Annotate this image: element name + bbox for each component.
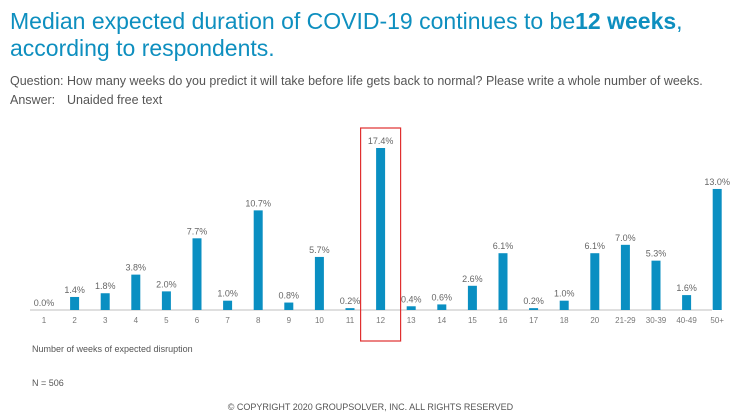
bar-3	[100, 293, 110, 310]
bar-5	[161, 291, 171, 310]
data-label-21-29: 7.0%	[615, 233, 636, 243]
question-text: How many weeks do you predict it will ta…	[67, 74, 703, 88]
data-label-3: 1.8%	[95, 281, 116, 291]
tick-label-9: 9	[287, 316, 292, 325]
tick-label-18: 18	[560, 316, 569, 325]
sample-size: N = 506	[32, 378, 64, 388]
bar-10	[314, 256, 324, 310]
data-label-7: 1.0%	[217, 289, 238, 299]
tick-label-10: 10	[315, 316, 324, 325]
bar-18	[559, 300, 569, 310]
answer-label: Answer:	[10, 93, 56, 107]
tick-label-50+: 50+	[710, 316, 724, 325]
x-axis-title: Number of weeks of expected disruption	[32, 344, 193, 354]
data-label-14: 0.6%	[432, 292, 453, 302]
bar-50+	[712, 188, 722, 310]
chart-title: Median expected duration of COVID-19 con…	[10, 8, 735, 62]
data-label-4: 3.8%	[126, 263, 147, 273]
title-prefix: Median expected duration of COVID-19 con…	[10, 8, 576, 34]
bar-17	[529, 308, 539, 310]
tick-label-40-49: 40-49	[676, 316, 697, 325]
data-label-15: 2.6%	[462, 274, 483, 284]
bar-16	[498, 253, 508, 310]
title-line2: according to respondents.	[10, 35, 275, 61]
tick-label-6: 6	[195, 316, 200, 325]
data-label-6: 7.7%	[187, 226, 208, 236]
bar-chart: 0.0% 1 1.4% 2 1.8% 3 3.8% 4 2.0% 5 7.7% 6 1.0% 7 10.7%…	[30, 127, 730, 342]
tick-label-8: 8	[256, 316, 261, 325]
tick-label-4: 4	[134, 316, 139, 325]
bar-15	[467, 285, 477, 310]
tick-label-11: 11	[346, 316, 355, 325]
question-label: Question:	[10, 74, 64, 88]
data-label-2: 1.4%	[64, 285, 85, 295]
data-label-1: 0.0%	[34, 298, 55, 308]
data-label-50+: 13.0%	[704, 177, 730, 187]
tick-label-17: 17	[529, 316, 538, 325]
bar-14	[437, 304, 447, 310]
data-label-16: 6.1%	[493, 241, 514, 251]
data-label-20: 6.1%	[585, 241, 606, 251]
tick-label-21-29: 21-29	[615, 316, 636, 325]
data-label-10: 5.7%	[309, 245, 330, 255]
tick-label-15: 15	[468, 316, 477, 325]
tick-label-3: 3	[103, 316, 108, 325]
bar-7	[223, 300, 233, 310]
bar-40-49	[682, 295, 692, 310]
tick-label-1: 1	[42, 316, 47, 325]
tick-label-14: 14	[437, 316, 446, 325]
tick-label-5: 5	[164, 316, 169, 325]
tick-label-30-39: 30-39	[646, 316, 667, 325]
question-line: Question: How many weeks do you predict …	[10, 74, 703, 88]
data-label-18: 1.0%	[554, 289, 575, 299]
tick-label-20: 20	[590, 316, 599, 325]
bar-11	[345, 308, 355, 310]
data-label-5: 2.0%	[156, 279, 177, 289]
tick-label-2: 2	[72, 316, 77, 325]
tick-label-12: 12	[376, 316, 385, 325]
data-label-30-39: 5.3%	[646, 249, 667, 259]
bar-8	[253, 210, 263, 310]
bar-9	[284, 302, 294, 310]
bar-13	[406, 306, 416, 310]
data-label-40-49: 1.6%	[676, 283, 697, 293]
tick-label-16: 16	[499, 316, 508, 325]
data-label-17: 0.2%	[523, 296, 544, 306]
tick-label-13: 13	[407, 316, 416, 325]
bar-30-39	[651, 260, 661, 310]
highlight-box	[360, 127, 402, 342]
bar-6	[192, 238, 202, 310]
data-label-12: 17.4%	[368, 136, 394, 146]
bar-2	[70, 296, 80, 310]
tick-label-7: 7	[225, 316, 230, 325]
answer-text: Unaided free text	[67, 93, 163, 107]
title-suffix: ,	[676, 8, 683, 34]
bar-12	[376, 148, 386, 310]
bar-20	[590, 253, 600, 310]
data-label-13: 0.4%	[401, 294, 422, 304]
bar-21-29	[620, 244, 630, 310]
bar-4	[131, 274, 141, 310]
title-bold: 12 weeks	[575, 8, 677, 34]
copyright: © COPYRIGHT 2020 GROUPSOLVER, INC. ALL R…	[227, 402, 514, 412]
data-label-11: 0.2%	[340, 296, 361, 306]
data-label-8: 10.7%	[245, 198, 271, 208]
answer-line: Answer: Unaided free text	[10, 93, 162, 107]
data-label-9: 0.8%	[279, 291, 300, 301]
